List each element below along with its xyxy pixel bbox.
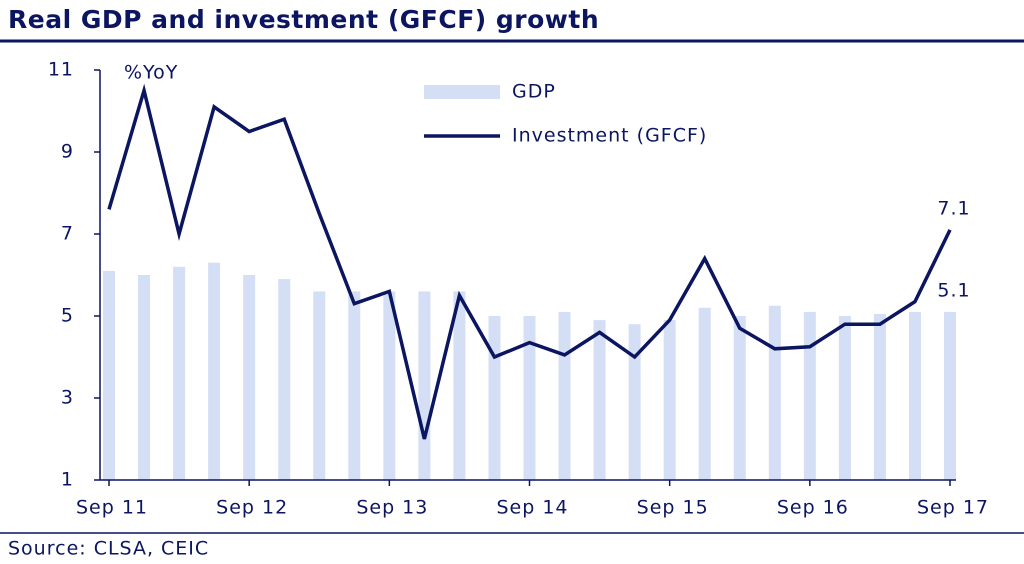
legend-label: Investment (GFCF) <box>512 125 707 147</box>
bar <box>313 291 326 480</box>
bar <box>944 311 956 480</box>
bar <box>838 316 851 480</box>
x-tick-label: Sep 11 <box>76 497 148 519</box>
x-tick-label: Sep 12 <box>216 497 288 519</box>
x-tick-label: Sep 13 <box>356 497 428 519</box>
bar <box>173 266 186 480</box>
bar <box>243 275 256 480</box>
y-tick-label: 11 <box>48 59 74 81</box>
bar <box>453 291 466 480</box>
bar <box>523 316 536 480</box>
bar <box>348 291 361 480</box>
x-tick-label: Sep 16 <box>777 497 849 519</box>
bar <box>733 316 746 480</box>
bar <box>278 279 291 480</box>
bar <box>138 275 151 480</box>
bar <box>488 316 501 480</box>
bar <box>558 311 571 480</box>
bar <box>628 324 641 480</box>
y-tick-label: 5 <box>61 305 74 327</box>
data-label: 7.1 <box>937 197 970 219</box>
bar <box>208 262 221 480</box>
bar <box>593 320 606 480</box>
line <box>107 83 952 440</box>
bar <box>383 291 396 480</box>
bar <box>873 313 886 480</box>
y-tick-label: 9 <box>61 141 74 163</box>
legend-swatch <box>424 85 500 99</box>
bar <box>103 270 115 480</box>
bar <box>803 311 816 480</box>
legend: GDP Investment (GFCF) <box>424 81 707 147</box>
source: Source: CLSA, CEIC <box>8 538 209 560</box>
x-tick-label: Sep 15 <box>637 497 709 519</box>
bar <box>698 307 711 480</box>
y-axis-label: %YoY <box>124 62 178 84</box>
legend-label: GDP <box>512 81 556 103</box>
data-label: 5.1 <box>937 279 970 301</box>
x-tick-label: Sep 14 <box>496 497 568 519</box>
y-tick-label: 3 <box>61 387 74 409</box>
bar <box>418 291 431 480</box>
y-tick-label: 7 <box>61 223 74 245</box>
y-tick-label: 1 <box>61 469 74 491</box>
x-tick-label: Sep 17 <box>917 497 989 519</box>
bar <box>663 320 676 480</box>
bar <box>768 305 781 480</box>
bar <box>908 311 921 480</box>
chart-title: Real GDP and investment (GFCF) growth <box>8 5 599 34</box>
